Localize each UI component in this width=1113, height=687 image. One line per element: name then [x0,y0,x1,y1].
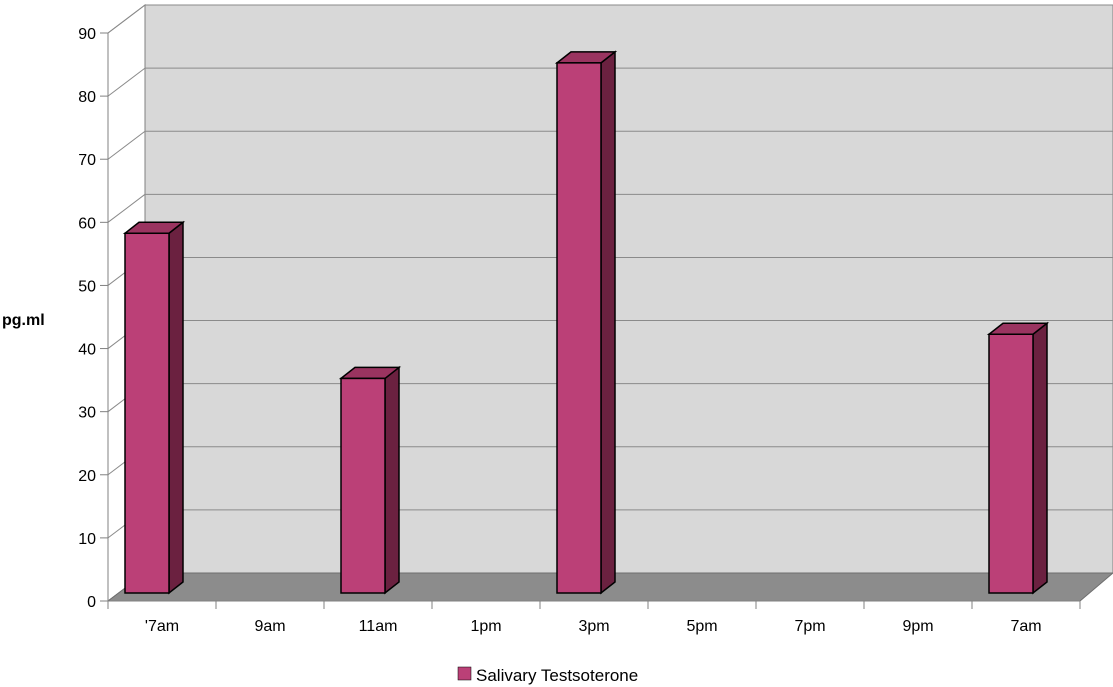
x-tick-label: 9am [254,618,285,635]
axes [100,32,1081,609]
gridline-side [107,67,146,97]
bar [554,50,618,595]
bar-side [1032,321,1048,595]
legend-swatch [457,666,472,681]
y-tick-label: 0 [87,594,96,611]
y-tick-label: 20 [78,468,96,485]
x-tick-labels: '7am 9am 11am 1pm 3pm 5pm 7pm 9pm 7am [145,618,1042,635]
legend: Salivary Testsoterone [457,666,638,685]
bar [122,220,186,595]
bar-front [340,377,386,594]
bar-side [384,365,400,595]
x-tick-label: 7pm [794,618,825,635]
bar [986,321,1050,595]
bar [338,365,402,595]
x-tick-label: 11am [359,618,398,635]
legend-label: Salivary Testsoterone [476,666,638,685]
bar-side [600,50,616,595]
gridline-side [107,130,146,160]
x-tick-label: 5pm [686,618,717,635]
y-tick-label: 50 [78,278,96,295]
x-tick-label: 9pm [902,618,933,635]
bars [122,50,1050,595]
y-tick-label: 60 [78,215,96,232]
y-tick-label: 30 [78,405,96,422]
bar-front [988,333,1034,594]
bar-front [124,232,170,594]
x-tick-label: '7am [145,618,179,635]
x-tick-label: 3pm [578,618,609,635]
y-tick-label: 70 [78,152,96,169]
y-axis-label: pg.ml [2,312,45,329]
bar-front [556,62,602,594]
x-tick-label: 7am [1010,618,1041,635]
x-tick-label: 1pm [470,618,501,635]
gridline-side [107,4,146,34]
y-tick-label: 40 [78,342,96,359]
y-tick-label: 80 [78,89,96,106]
back-wall [144,4,1113,574]
y-tick-labels: 0 10 20 30 40 50 60 70 80 90 [78,26,96,611]
gridline-side [107,193,146,223]
y-tick-label: 90 [78,26,96,43]
bar-side [168,220,184,595]
y-tick-label: 10 [78,531,96,548]
